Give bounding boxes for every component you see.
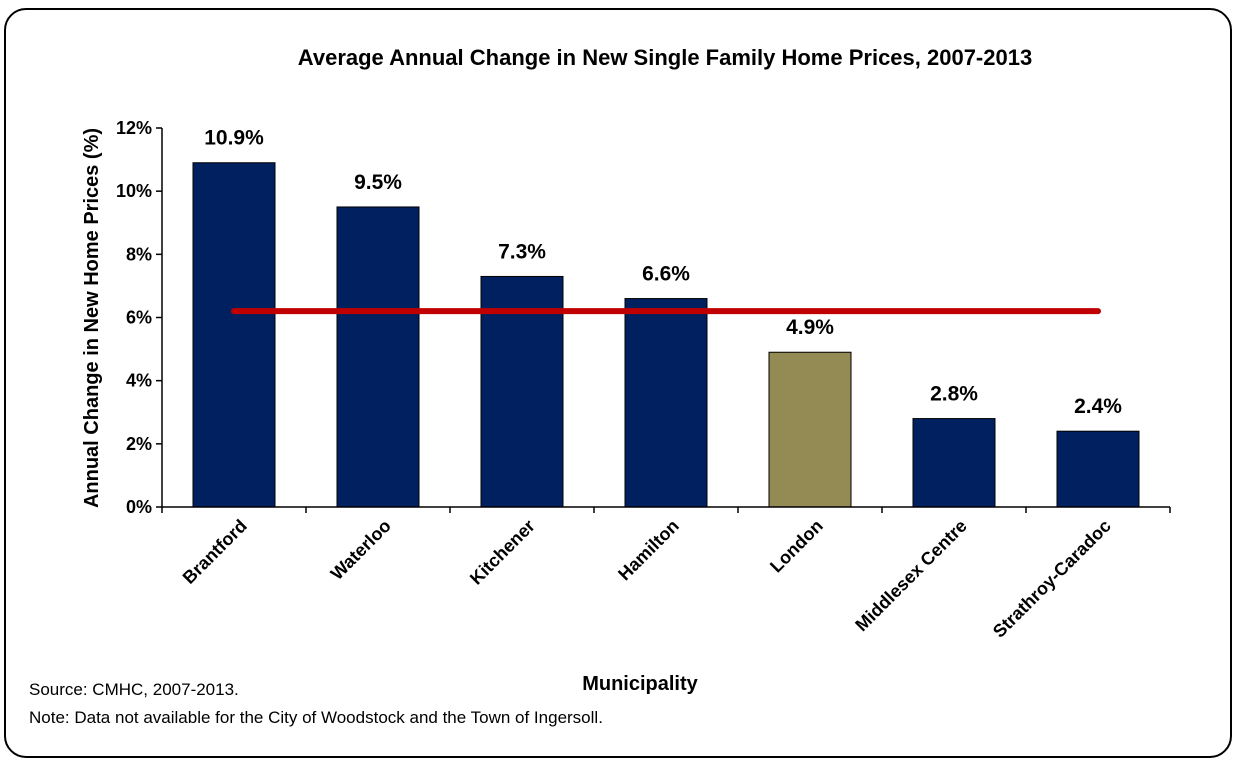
- bar: [912, 418, 996, 508]
- y-tick-label: 12%: [116, 118, 152, 138]
- x-tick-label: Middlesex Centre: [851, 516, 971, 636]
- y-tick-label: 8%: [126, 244, 152, 264]
- bar: [192, 162, 276, 508]
- source-note: Source: CMHC, 2007-2013.: [29, 680, 239, 699]
- bar: [480, 275, 564, 508]
- value-label: 7.3%: [498, 240, 546, 263]
- y-tick-label: 6%: [126, 308, 152, 328]
- y-tick-label: 2%: [126, 434, 152, 454]
- x-tick-label: Brantford: [179, 516, 251, 588]
- bar: [768, 351, 852, 508]
- x-tick-label: London: [766, 516, 827, 577]
- value-label: 9.5%: [354, 171, 402, 194]
- y-axis-title: Annual Change in New Home Prices (%): [81, 128, 103, 508]
- x-tick-label: Kitchener: [466, 516, 539, 589]
- value-label: 2.8%: [930, 383, 978, 406]
- x-tick-label: Strathroy-Caradoc: [989, 516, 1115, 642]
- y-tick-label: 4%: [126, 371, 152, 391]
- value-label: 4.9%: [786, 316, 834, 339]
- chart-title: Average Annual Change in New Single Fami…: [297, 45, 1033, 70]
- footnote: Note: Data not available for the City of…: [29, 708, 603, 727]
- x-tick-label: Waterloo: [327, 516, 395, 584]
- y-tick-label: 0%: [126, 497, 152, 517]
- x-axis-title: Municipality: [582, 673, 698, 695]
- value-label: 10.9%: [204, 127, 264, 150]
- value-label: 2.4%: [1074, 395, 1122, 418]
- bar: [624, 298, 708, 508]
- x-tick-label: Hamilton: [614, 516, 683, 585]
- chart-frame: [4, 8, 1232, 758]
- bar: [1056, 430, 1140, 508]
- y-tick-label: 10%: [116, 181, 152, 201]
- value-label: 6.6%: [642, 263, 690, 286]
- bar: [336, 206, 420, 508]
